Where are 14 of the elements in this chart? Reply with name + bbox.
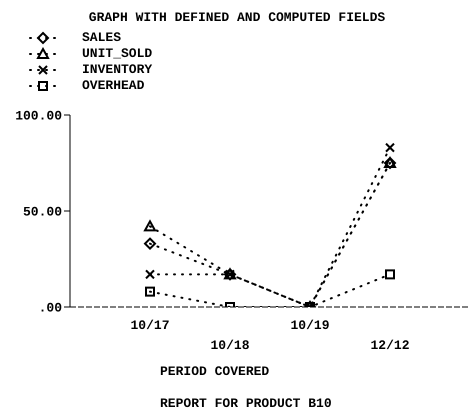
text: REPORT FOR PRODUCT B10 <box>160 396 332 411</box>
y-tick-label: 100.00 <box>15 108 62 124</box>
legend-label: INVENTORY <box>82 62 152 78</box>
legend-label: UNIT_SOLD <box>82 46 152 62</box>
x-axis-title: PERIOD COVERED <box>160 364 270 379</box>
chart-title: GRAPH WITH DEFINED AND COMPUTED FIELDS <box>88 10 386 25</box>
legend-label: OVERHEAD <box>82 78 144 94</box>
x-tick-label: 10/19 <box>290 318 330 333</box>
x-tick-label: 10/18 <box>210 338 250 353</box>
x-tick-label: 10/17 <box>130 318 170 333</box>
x-tick-label: 12/12 <box>370 338 410 353</box>
legend-label: SALES <box>82 30 122 46</box>
y-tick-label: 50.00 <box>22 204 62 220</box>
y-tick-label: .00 <box>38 300 62 316</box>
